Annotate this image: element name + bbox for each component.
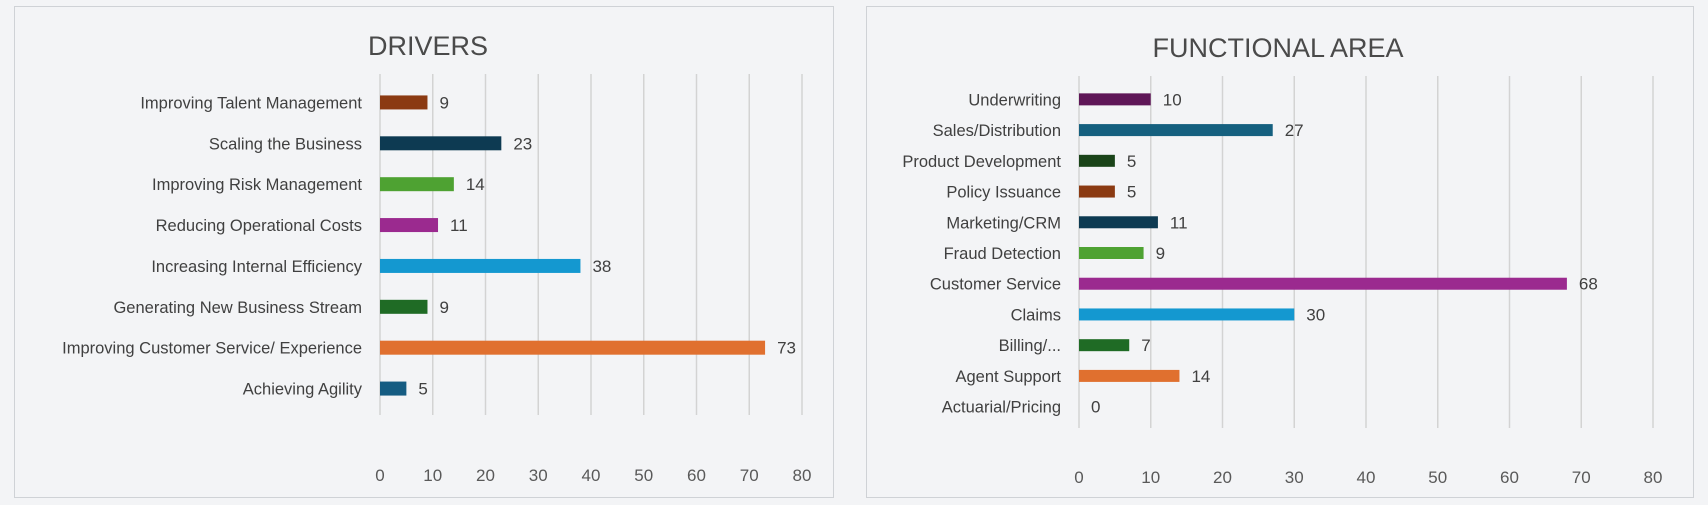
bar [1079,93,1151,106]
category-label: Improving Talent Management [140,94,362,112]
data-label: 9 [439,298,448,317]
category-label: Improving Customer Service/ Experience [62,340,362,358]
data-label: 9 [439,93,448,112]
category-label: Increasing Internal Efficiency [151,258,362,276]
bar [380,177,454,192]
chart-title: FUNCTIONAL AREA [1152,33,1403,63]
category-label: Fraud Detection [944,245,1061,263]
x-tick-label: 30 [529,466,548,485]
data-label: 68 [1579,275,1598,294]
bar [380,136,502,151]
data-label: 30 [1306,305,1325,324]
data-label: 14 [1191,367,1210,386]
bar [1079,124,1273,137]
category-label: Policy Issuance [946,184,1061,202]
chart-title: DRIVERS [368,31,488,61]
data-label: 10 [1163,90,1182,109]
x-tick-label: 30 [1285,468,1304,487]
x-tick-label: 80 [1644,468,1663,487]
x-tick-label: 40 [1357,468,1376,487]
data-label: 73 [777,339,796,358]
data-label: 9 [1156,244,1165,263]
x-tick-label: 70 [1572,468,1591,487]
bar [1079,277,1567,290]
category-label: Underwriting [968,91,1061,109]
x-tick-label: 20 [476,466,495,485]
category-label: Claims [1011,306,1061,324]
category-label: Reducing Operational Costs [156,217,362,235]
category-label: Customer Service [930,276,1061,294]
category-label: Scaling the Business [209,135,362,153]
drivers-chart: DRIVERS 0 10 20 30 40 50 60 70 80 Improving Talen… [62,31,812,485]
x-tick-label: 40 [582,466,601,485]
bar [1079,247,1144,259]
bar [1079,339,1130,352]
functional-area-chart: FUNCTIONAL AREA 0 10 20 30 40 50 60 70 80Underwr… [902,33,1663,487]
data-label: 38 [592,257,611,276]
x-tick-label: 50 [1428,468,1447,487]
bar [380,258,581,273]
data-label: 5 [1127,152,1136,171]
data-label: 11 [450,216,468,235]
bar [1079,154,1115,167]
bar [380,340,766,355]
data-label: 5 [418,380,427,399]
data-label: 27 [1285,121,1304,140]
category-label: Actuarial/Pricing [942,399,1061,417]
bar [1079,369,1180,382]
functional-area-chart-panel: FUNCTIONAL AREA 0 10 20 30 40 50 60 70 80 Underwr… [866,6,1694,498]
bar [1079,185,1115,198]
x-tick-label: 60 [1500,468,1519,487]
category-label: Billing/... [999,337,1061,355]
x-tick-label: 0 [1074,468,1083,487]
drivers-chart-panel: DRIVERS 0 10 20 30 40 50 60 70 80 Improving Talen… [14,6,834,498]
category-label: Agent Support [956,368,1062,386]
bar [380,218,439,233]
data-label: 14 [466,175,485,194]
category-label: Marketing/CRM [946,214,1061,232]
category-label: Achieving Agility [243,381,363,399]
x-tick-label: 20 [1213,468,1232,487]
bar [380,381,407,396]
category-label: Improving Risk Management [152,176,362,194]
x-tick-label: 60 [687,466,706,485]
bar [380,299,428,314]
bar [1079,308,1295,321]
data-label: 5 [1127,183,1136,202]
category-label: Product Development [902,153,1061,171]
bar [380,95,428,110]
x-tick-label: 70 [740,466,759,485]
bar [1079,216,1158,229]
x-tick-label: 0 [375,466,384,485]
data-label: 0 [1091,398,1100,417]
x-tick-label: 50 [634,466,653,485]
x-tick-label: 10 [1141,468,1160,487]
data-label: 11 [1170,213,1188,232]
category-label: Generating New Business Stream [113,299,362,317]
x-tick-label: 10 [423,466,442,485]
data-label: 23 [513,134,532,153]
data-label: 7 [1141,336,1150,355]
x-tick-label: 80 [793,466,812,485]
category-label: Sales/Distribution [933,122,1061,140]
